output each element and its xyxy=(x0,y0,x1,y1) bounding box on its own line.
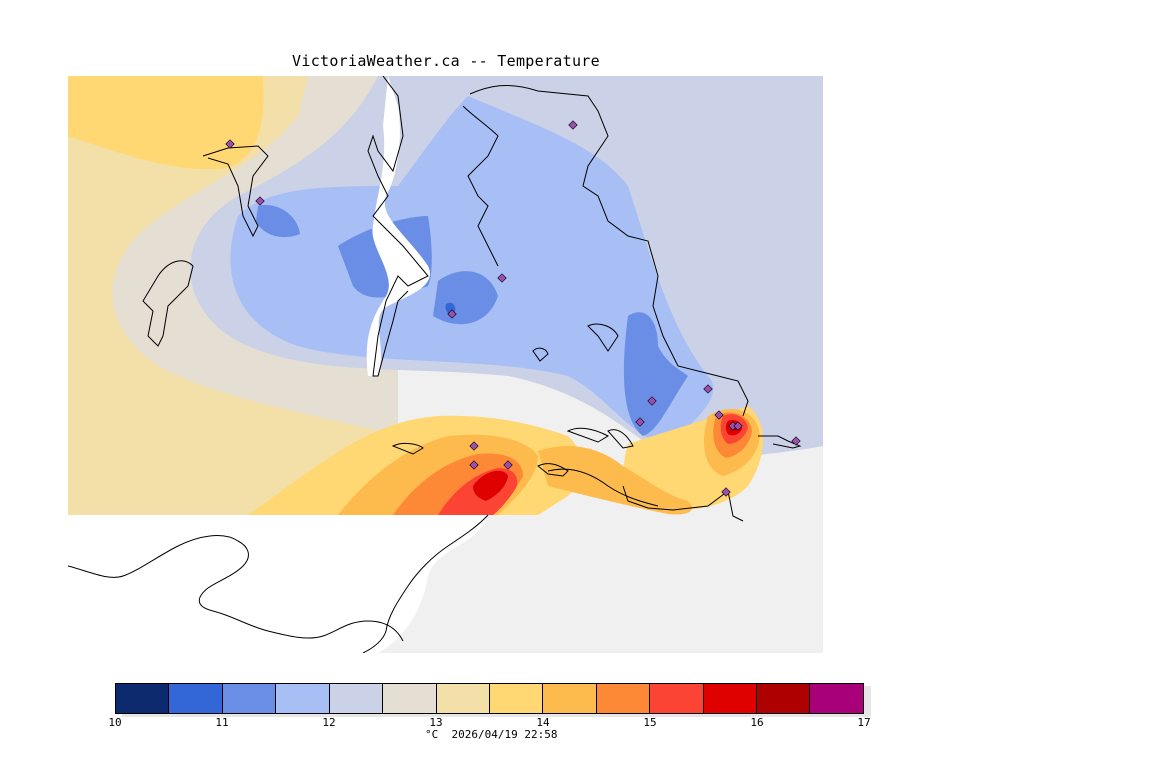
legend-swatch xyxy=(703,684,758,713)
legend-swatch xyxy=(810,684,863,713)
color-legend: 10 11 12 13 14 15 16 17 °C 2026/04/19 22:58 xyxy=(108,683,873,743)
land-south xyxy=(68,515,488,653)
legend-swatch xyxy=(489,684,544,713)
temperature-map xyxy=(68,76,823,653)
chart-title: VictoriaWeather.ca -- Temperature xyxy=(292,52,600,70)
legend-swatch xyxy=(436,684,490,713)
legend-swatch xyxy=(650,684,704,713)
legend-swatch xyxy=(757,684,811,713)
timestamp: 2026/04/19 22:58 xyxy=(451,728,558,741)
map-svg xyxy=(68,76,823,653)
legend-tick-label: 10 xyxy=(108,716,122,729)
legend-swatch xyxy=(383,684,437,713)
legend-tick-label: 17 xyxy=(857,716,871,729)
legend-caption: °C 2026/04/19 22:58 xyxy=(425,728,557,741)
legend-tick-label: 12 xyxy=(322,716,336,729)
contour-fields xyxy=(68,76,823,515)
legend-swatch xyxy=(169,684,223,713)
legend-swatch xyxy=(222,684,277,713)
legend-colorbar xyxy=(115,683,864,714)
legend-swatch xyxy=(116,684,170,713)
station-markers xyxy=(225,120,801,497)
legend-swatch xyxy=(543,684,597,713)
legend-swatch xyxy=(329,684,384,713)
legend-swatch xyxy=(596,684,651,713)
legend-tick-label: 16 xyxy=(750,716,764,729)
unit-label: °C xyxy=(425,728,439,741)
legend-swatch xyxy=(276,684,330,713)
legend-tick-label: 11 xyxy=(215,716,229,729)
legend-tick-label: 14 xyxy=(536,716,550,729)
legend-tick-label: 13 xyxy=(429,716,443,729)
coastlines xyxy=(68,76,802,653)
legend-tick-label: 15 xyxy=(643,716,657,729)
